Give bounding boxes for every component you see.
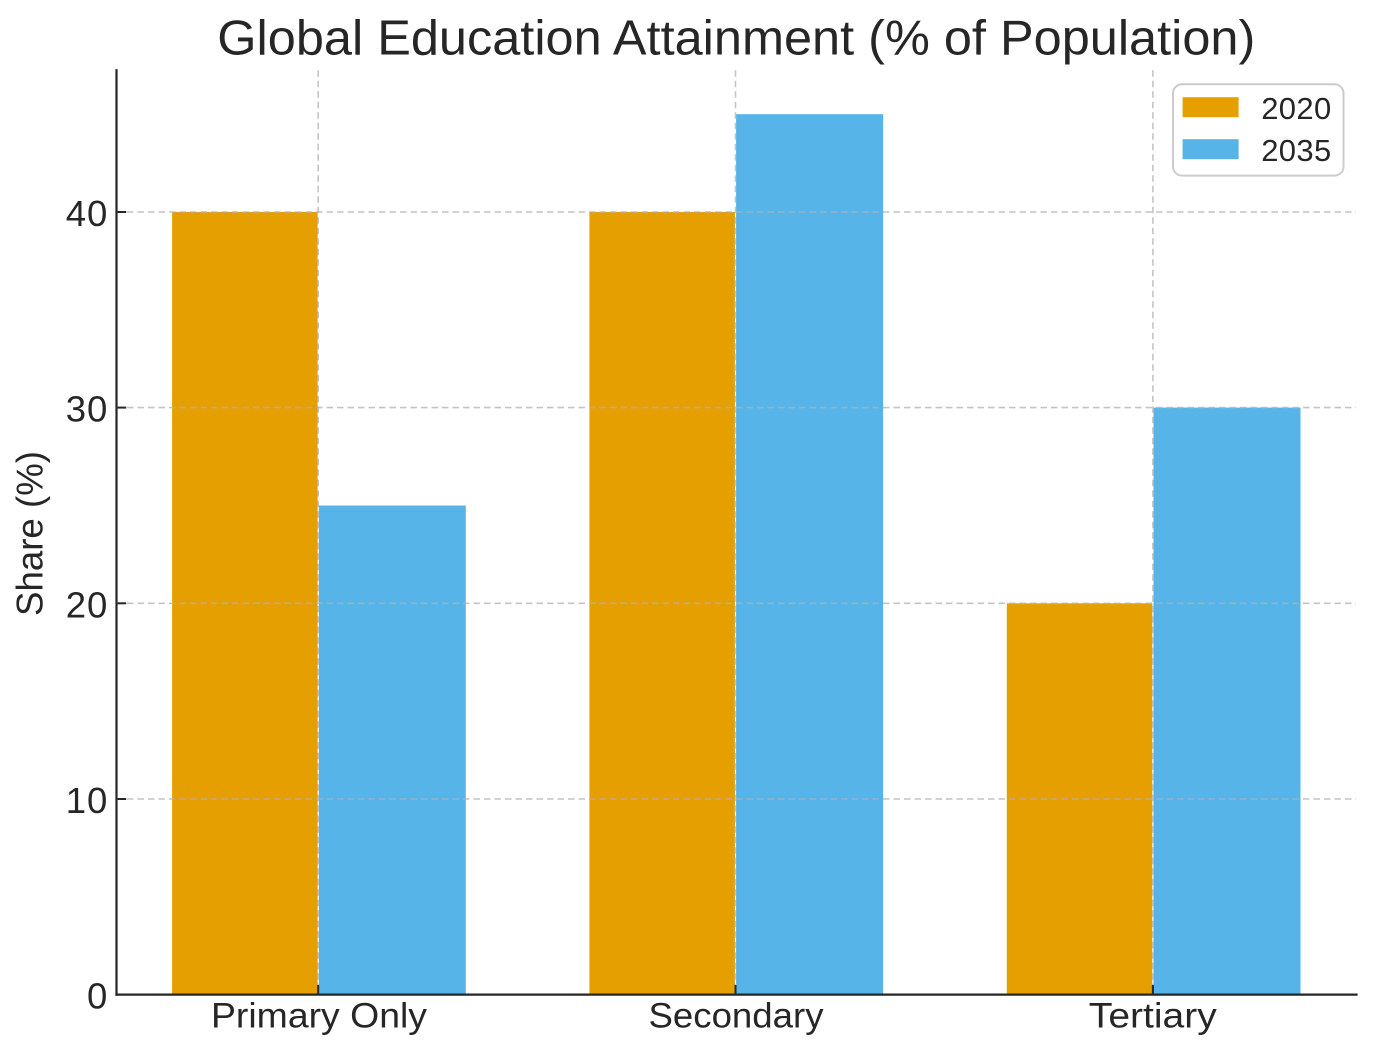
svg-text:Global Education Attainment (%: Global Education Attainment (% of Popula…	[217, 12, 1255, 66]
svg-text:30: 30	[66, 389, 108, 430]
svg-text:40: 40	[66, 193, 108, 234]
svg-text:2020: 2020	[1261, 91, 1331, 126]
svg-text:Primary Only: Primary Only	[211, 996, 427, 1036]
svg-text:Tertiary: Tertiary	[1089, 996, 1217, 1036]
svg-text:2035: 2035	[1261, 133, 1331, 168]
svg-text:10: 10	[66, 780, 108, 821]
svg-text:Share (%): Share (%)	[10, 451, 51, 616]
svg-text:0: 0	[87, 976, 107, 1017]
svg-text:20: 20	[66, 584, 108, 625]
svg-text:Secondary: Secondary	[649, 996, 824, 1036]
